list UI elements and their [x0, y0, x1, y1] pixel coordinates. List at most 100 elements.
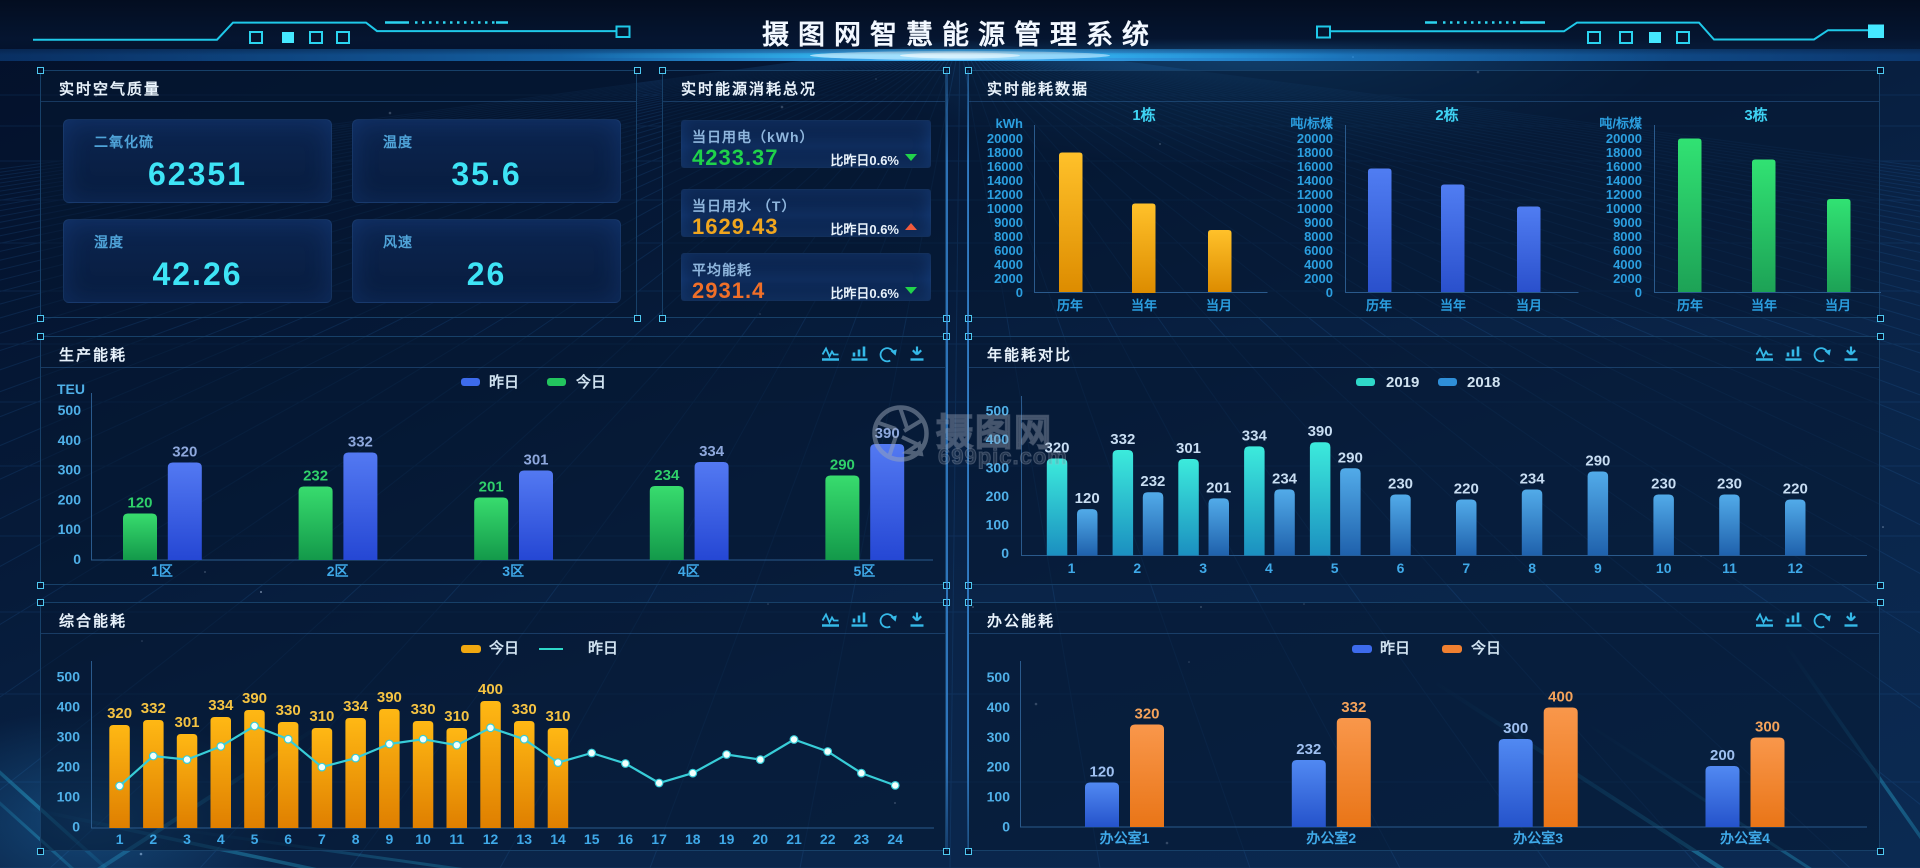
svg-text:16: 16 — [618, 831, 634, 847]
svg-text:334: 334 — [1242, 427, 1268, 444]
svg-text:3区: 3区 — [502, 563, 524, 579]
svg-text:当月: 当月 — [1825, 298, 1851, 313]
svg-text:100: 100 — [987, 789, 1011, 805]
svg-text:320: 320 — [1044, 440, 1069, 457]
svg-text:290: 290 — [1338, 449, 1363, 466]
svg-text:10000: 10000 — [987, 201, 1023, 216]
svg-text:320: 320 — [1134, 706, 1159, 723]
svg-text:0: 0 — [1016, 285, 1023, 300]
svg-text:9000: 9000 — [994, 215, 1023, 230]
svg-text:11: 11 — [449, 831, 464, 847]
svg-text:200: 200 — [986, 488, 1010, 504]
svg-text:4: 4 — [1265, 560, 1273, 576]
svg-text:301: 301 — [1176, 440, 1201, 457]
svg-text:21: 21 — [786, 831, 802, 847]
svg-text:2000: 2000 — [1304, 271, 1333, 286]
svg-text:16000: 16000 — [987, 159, 1023, 174]
svg-text:2: 2 — [149, 831, 157, 847]
svg-text:200: 200 — [987, 759, 1011, 775]
svg-text:吨/标煤: 吨/标煤 — [1599, 116, 1642, 131]
svg-text:120: 120 — [1089, 764, 1114, 781]
svg-text:201: 201 — [1206, 479, 1231, 496]
svg-text:历年: 历年 — [1057, 298, 1083, 313]
svg-text:历年: 历年 — [1677, 298, 1703, 313]
svg-text:1栋: 1栋 — [1132, 106, 1155, 124]
svg-text:办公室4: 办公室4 — [1720, 830, 1770, 846]
svg-text:TEU: TEU — [57, 381, 85, 397]
svg-text:10: 10 — [415, 831, 431, 847]
svg-text:2000: 2000 — [1613, 271, 1642, 286]
svg-text:14000: 14000 — [1297, 173, 1333, 188]
svg-text:400: 400 — [58, 432, 82, 448]
svg-text:300: 300 — [1503, 720, 1528, 737]
svg-text:500: 500 — [986, 403, 1010, 419]
svg-text:12: 12 — [483, 831, 499, 847]
svg-text:5: 5 — [251, 831, 259, 847]
svg-text:0: 0 — [1326, 285, 1333, 300]
svg-text:400: 400 — [1548, 689, 1573, 706]
svg-text:14: 14 — [550, 831, 566, 847]
svg-text:320: 320 — [172, 444, 197, 461]
svg-text:吨/标煤: 吨/标煤 — [1290, 116, 1333, 131]
svg-text:当年: 当年 — [1751, 298, 1777, 313]
svg-text:摄图网: 摄图网 — [936, 412, 1053, 453]
svg-text:300: 300 — [987, 729, 1011, 745]
svg-text:8: 8 — [352, 831, 360, 847]
svg-text:18000: 18000 — [1606, 145, 1642, 160]
svg-text:390: 390 — [242, 690, 267, 707]
svg-text:6000: 6000 — [1304, 243, 1333, 258]
svg-text:14000: 14000 — [1606, 173, 1642, 188]
svg-text:500: 500 — [987, 669, 1011, 685]
svg-text:12000: 12000 — [1297, 187, 1333, 202]
svg-text:332: 332 — [348, 434, 373, 451]
svg-text:0: 0 — [1001, 545, 1009, 561]
svg-text:332: 332 — [141, 700, 166, 717]
svg-text:6000: 6000 — [994, 243, 1023, 258]
svg-text:9: 9 — [1594, 560, 1602, 576]
svg-text:300: 300 — [1755, 719, 1780, 736]
svg-text:10000: 10000 — [1297, 201, 1333, 216]
svg-text:18000: 18000 — [1297, 145, 1333, 160]
svg-text:历年: 历年 — [1366, 298, 1392, 313]
svg-text:2区: 2区 — [327, 563, 349, 579]
svg-text:办公室3: 办公室3 — [1513, 830, 1563, 846]
svg-text:332: 332 — [1110, 431, 1135, 448]
svg-text:20000: 20000 — [987, 131, 1023, 146]
svg-text:9000: 9000 — [1304, 215, 1333, 230]
svg-text:334: 334 — [699, 443, 725, 460]
svg-text:1区: 1区 — [151, 563, 173, 579]
svg-text:办公室1: 办公室1 — [1100, 830, 1150, 846]
svg-text:0: 0 — [72, 819, 80, 835]
svg-text:234: 234 — [1272, 470, 1298, 487]
svg-text:12000: 12000 — [1606, 187, 1642, 202]
svg-text:20000: 20000 — [1297, 131, 1333, 146]
svg-text:18: 18 — [685, 831, 701, 847]
svg-text:334: 334 — [208, 697, 234, 714]
svg-text:300: 300 — [57, 729, 81, 745]
svg-text:kWh: kWh — [996, 116, 1024, 131]
svg-text:9: 9 — [386, 831, 394, 847]
svg-text:310: 310 — [545, 708, 570, 725]
svg-text:当月: 当月 — [1206, 298, 1232, 313]
svg-text:300: 300 — [986, 460, 1010, 476]
svg-text:400: 400 — [986, 431, 1010, 447]
svg-text:232: 232 — [1296, 741, 1321, 758]
svg-text:0: 0 — [1635, 285, 1642, 300]
svg-text:100: 100 — [986, 517, 1010, 533]
svg-text:18000: 18000 — [987, 145, 1023, 160]
svg-text:200: 200 — [58, 491, 82, 507]
svg-text:234: 234 — [654, 467, 680, 484]
svg-text:12: 12 — [1788, 560, 1804, 576]
svg-text:232: 232 — [1140, 473, 1165, 490]
svg-text:400: 400 — [987, 699, 1011, 715]
svg-text:4000: 4000 — [994, 257, 1023, 272]
svg-text:今日: 今日 — [1470, 639, 1501, 657]
svg-text:332: 332 — [1341, 699, 1366, 716]
svg-text:100: 100 — [58, 521, 82, 537]
svg-text:0: 0 — [1002, 819, 1010, 835]
svg-text:6000: 6000 — [1613, 243, 1642, 258]
svg-text:5: 5 — [1331, 560, 1339, 576]
svg-text:22: 22 — [820, 831, 836, 847]
svg-text:4000: 4000 — [1304, 257, 1333, 272]
svg-text:19: 19 — [719, 831, 735, 847]
